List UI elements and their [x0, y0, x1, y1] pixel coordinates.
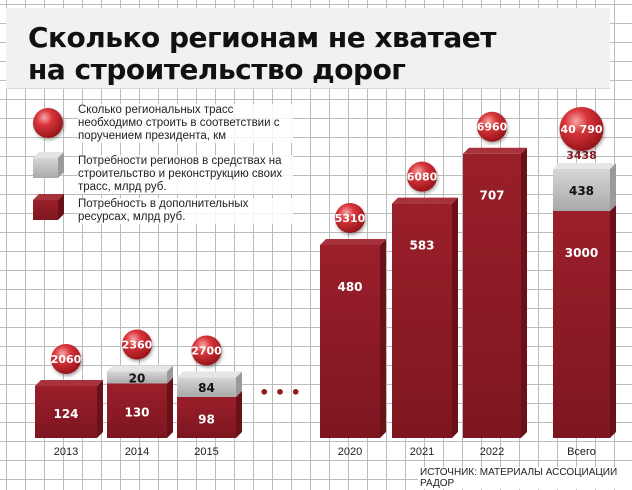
bar-value-label: 707	[479, 189, 504, 203]
km-bubble-2022: 6960	[477, 111, 508, 142]
bar-2021: 583	[392, 197, 458, 438]
km-bubble-label: 6960	[477, 121, 508, 134]
km-bubble-label: 2060	[51, 353, 82, 366]
bar-total-label: 3438	[566, 149, 597, 162]
bar-2015: 98 84	[177, 371, 242, 438]
bar-value-label: 583	[409, 239, 434, 253]
source-note: ИСТОЧНИК: МАТЕРИАЛЫ АССОЦИАЦИИ РАДОР	[418, 467, 632, 489]
km-bubble-label: 40 790	[560, 123, 602, 136]
km-bubble-label: 2360	[122, 338, 153, 351]
x-tick-label: 2015	[194, 446, 218, 458]
bar-Всего: 3000 438 3438	[553, 149, 616, 438]
bar-value-label: 3000	[565, 246, 598, 260]
km-bubble-2021: 6080	[407, 161, 438, 192]
bar-2014: 130 20	[107, 365, 173, 438]
x-tick-label: 2014	[125, 446, 149, 458]
x-tick-label: 2021	[410, 446, 434, 458]
x-tick-label: 2013	[54, 446, 78, 458]
x-tick-label: 2020	[338, 446, 362, 458]
km-bubble-2020: 5310	[335, 203, 366, 233]
km-bubble-label: 5310	[335, 212, 366, 225]
legend-item-km: Сколько региональных трасс необходимо ст…	[78, 104, 293, 143]
bar-value-label: 480	[337, 280, 362, 294]
bar-segment-gray-2014	[107, 365, 173, 384]
legend-item-red: Потребность в дополнительных ресурсах, м…	[78, 198, 293, 224]
bar-2013: 124	[35, 380, 103, 438]
km-bubble-label: 6080	[407, 171, 438, 184]
bar-value-label: 124	[53, 407, 78, 421]
x-tick-label: Всего	[567, 446, 596, 458]
bar-segment-gray-2015	[177, 371, 242, 397]
title-line-1: Сколько регионам не хватает	[28, 21, 496, 54]
title-box: Сколько регионам не хватает на строитель…	[6, 8, 610, 89]
km-bubble-label: 2700	[191, 345, 222, 358]
km-bubble-Всего: 40 790	[559, 107, 604, 151]
chart-title: Сколько регионам не хватает на строитель…	[28, 22, 496, 86]
bar-2020: 480	[320, 239, 386, 438]
axis-break-ellipsis: • • •	[259, 383, 301, 402]
legend-item-gray: Потребности регионов в средствах на стро…	[78, 155, 293, 194]
km-bubble-2013: 2060	[51, 344, 82, 374]
legend-marker-red	[33, 194, 64, 220]
legend-marker-circle	[33, 108, 63, 138]
bar-value-label: 130	[124, 406, 149, 420]
bar-segment-gray-Всего	[553, 163, 616, 211]
bar-gray-value-label: 84	[198, 381, 215, 395]
legend-marker-gray	[33, 152, 64, 178]
km-bubble-2015: 2700	[191, 335, 222, 366]
bar-gray-value-label: 438	[569, 184, 594, 198]
bar-value-label: 98	[198, 412, 215, 426]
x-tick-label: 2022	[480, 446, 504, 458]
km-bubble-2014: 2360	[122, 329, 153, 360]
bar-2022: 707	[463, 147, 527, 438]
title-line-2: на строительство дорог	[28, 53, 406, 86]
bar-gray-value-label: 20	[129, 371, 146, 385]
